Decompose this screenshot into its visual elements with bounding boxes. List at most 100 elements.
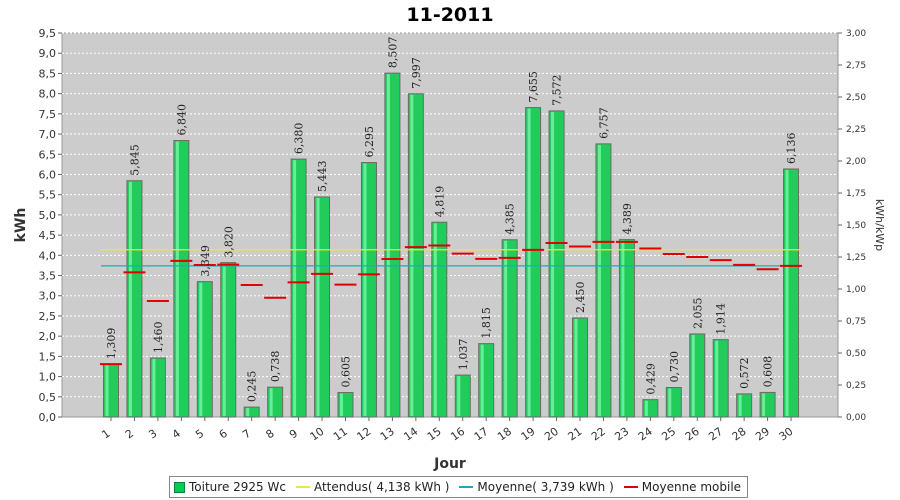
y2-tick-label-12: 3,00	[846, 29, 866, 39]
legend-swatch-moving-average	[623, 486, 638, 488]
y-tick-label-13: 6,5	[39, 148, 57, 161]
bar-highlight-24	[644, 400, 648, 416]
x-tick-label-17: 17	[472, 425, 491, 444]
bar-series	[103, 72, 800, 418]
y2-tick-label-7: 1,75	[846, 189, 866, 199]
legend-label-moving-average: Moyenne mobile	[641, 480, 742, 494]
y-tick-label-9: 4,5	[39, 229, 57, 242]
value-label-day-8: 0,738	[269, 351, 282, 383]
chart-title: 11-2011	[406, 4, 493, 26]
legend-swatch-bar	[174, 481, 185, 493]
bar-highlight-19	[527, 108, 531, 416]
bar-highlight-14	[410, 94, 414, 417]
y-tick-label-15: 7,5	[39, 108, 57, 121]
x-tick-label-24: 24	[636, 425, 655, 444]
y2-axis-label: kWh/kWp	[873, 199, 886, 251]
value-label-day-6: 3,820	[222, 226, 235, 258]
x-tick-label-12: 12	[354, 425, 373, 444]
x-tick-label-14: 14	[401, 425, 420, 444]
value-label-day-11: 0,605	[340, 356, 353, 388]
y-tick-label-12: 6,0	[39, 168, 57, 181]
x-tick-label-28: 28	[730, 425, 749, 444]
y2-tick-label-9: 2,25	[846, 125, 866, 135]
reference-lines	[101, 249, 802, 267]
value-label-day-30: 6,136	[785, 132, 798, 164]
value-label-day-25: 0,730	[668, 351, 681, 383]
legend-item-bar: Toiture 2925 Wc	[174, 480, 286, 494]
bar-highlight-13	[386, 74, 390, 416]
x-tick-label-25: 25	[659, 425, 678, 444]
value-label-day-10: 5,443	[316, 160, 329, 192]
value-label-day-20: 7,572	[551, 74, 564, 106]
bar-highlight-15	[433, 223, 437, 416]
y-tick-label-16: 8,0	[39, 88, 57, 101]
value-label-day-17: 1,815	[480, 307, 493, 339]
x-axis-label: Jour	[433, 456, 466, 472]
value-label-day-27: 1,914	[715, 303, 728, 335]
legend-item-expected: Attendus( 4,138 kWh )	[295, 480, 450, 494]
x-tick-label-26: 26	[683, 425, 702, 444]
y-tick-label-5: 2,5	[39, 310, 57, 323]
bar-highlight-6	[222, 263, 226, 416]
value-label-day-21: 2,450	[574, 281, 587, 313]
x-tick-label-20: 20	[542, 425, 561, 444]
x-tick-label-16: 16	[448, 425, 467, 444]
bar-highlight-16	[457, 376, 461, 416]
y2-tick-label-3: 0,75	[846, 317, 866, 327]
bar-highlight-28	[738, 394, 742, 416]
value-label-day-19: 7,655	[527, 71, 540, 103]
x-tick-label-22: 22	[589, 425, 608, 444]
x-tick-label-13: 13	[378, 425, 397, 444]
y-tick-label-19: 9,5	[39, 27, 57, 40]
legend-swatch-expected	[295, 486, 310, 488]
x-tick-label-11: 11	[331, 425, 350, 444]
x-tick-label-23: 23	[612, 425, 631, 444]
bar-highlight-17	[480, 344, 484, 416]
y2-tick-label-10: 2,50	[846, 93, 866, 103]
y-tick-label-11: 5,5	[39, 189, 57, 202]
bar-highlight-23	[621, 240, 625, 416]
value-label-day-1: 1,309	[105, 328, 118, 360]
value-label-day-18: 4,385	[504, 203, 517, 235]
x-tick-label-4: 4	[170, 427, 183, 442]
value-label-day-14: 7,997	[410, 57, 423, 89]
bar-highlight-18	[504, 240, 508, 416]
value-label-day-3: 1,460	[152, 321, 165, 353]
y2-tick-label-5: 1,25	[846, 253, 866, 263]
moving-average-series	[100, 240, 803, 366]
y2-tick-label-2: 0,50	[846, 349, 866, 359]
bar-day-7	[243, 406, 260, 418]
value-labels: 1,309 5,845 1,460 6,840 3,349 3,820 0,245 0,738…	[105, 37, 798, 402]
x-tick-label-2: 2	[123, 427, 136, 442]
value-label-day-2: 5,845	[128, 144, 141, 176]
x-tick-label-27: 27	[706, 425, 725, 444]
bar-highlight-12	[363, 163, 367, 416]
x-tick-label-9: 9	[287, 427, 300, 442]
y2-tick-label-11: 2,75	[846, 61, 866, 71]
x-tick-label-5: 5	[193, 427, 206, 442]
plot-area	[61, 32, 839, 418]
bar-highlight-9	[293, 160, 297, 416]
legend-label-expected: Attendus( 4,138 kWh )	[313, 480, 450, 494]
y2-tick-label-8: 2,00	[846, 157, 866, 167]
bar-highlight-30	[785, 169, 789, 416]
value-label-day-15: 4,819	[433, 186, 446, 218]
x-tick-label-30: 30	[777, 425, 796, 444]
y2-axis: 0,00 0,25 0,50 0,75 1,00 1,25 1,50 1,75 2,00 2,25…	[838, 29, 866, 423]
value-label-day-12: 6,295	[363, 126, 376, 158]
legend-item-average: Moyenne( 3,739 kWh )	[459, 480, 614, 494]
y2-tick-label-6: 1,50	[846, 221, 866, 231]
x-tick-label-10: 10	[308, 425, 327, 444]
y2-tick-label-4: 1,00	[846, 285, 866, 295]
y-tick-label-10: 5,0	[39, 209, 57, 222]
x-tick-label-8: 8	[264, 427, 277, 442]
y2-tick-label-1: 0,25	[846, 381, 866, 391]
bar-highlight-25	[668, 388, 672, 416]
value-label-day-5: 3,349	[199, 245, 212, 277]
bar-highlight-5	[199, 282, 203, 416]
y-axis: 0,0 0,5 1,0 1,5 2,0 2,5 3,0 3,5 4,0 4,5 5,0 5,5 6,0 6…	[39, 27, 62, 424]
y-tick-label-0: 0,0	[39, 411, 57, 424]
value-label-day-22: 6,757	[597, 107, 610, 139]
bar-highlight-8	[269, 388, 273, 416]
